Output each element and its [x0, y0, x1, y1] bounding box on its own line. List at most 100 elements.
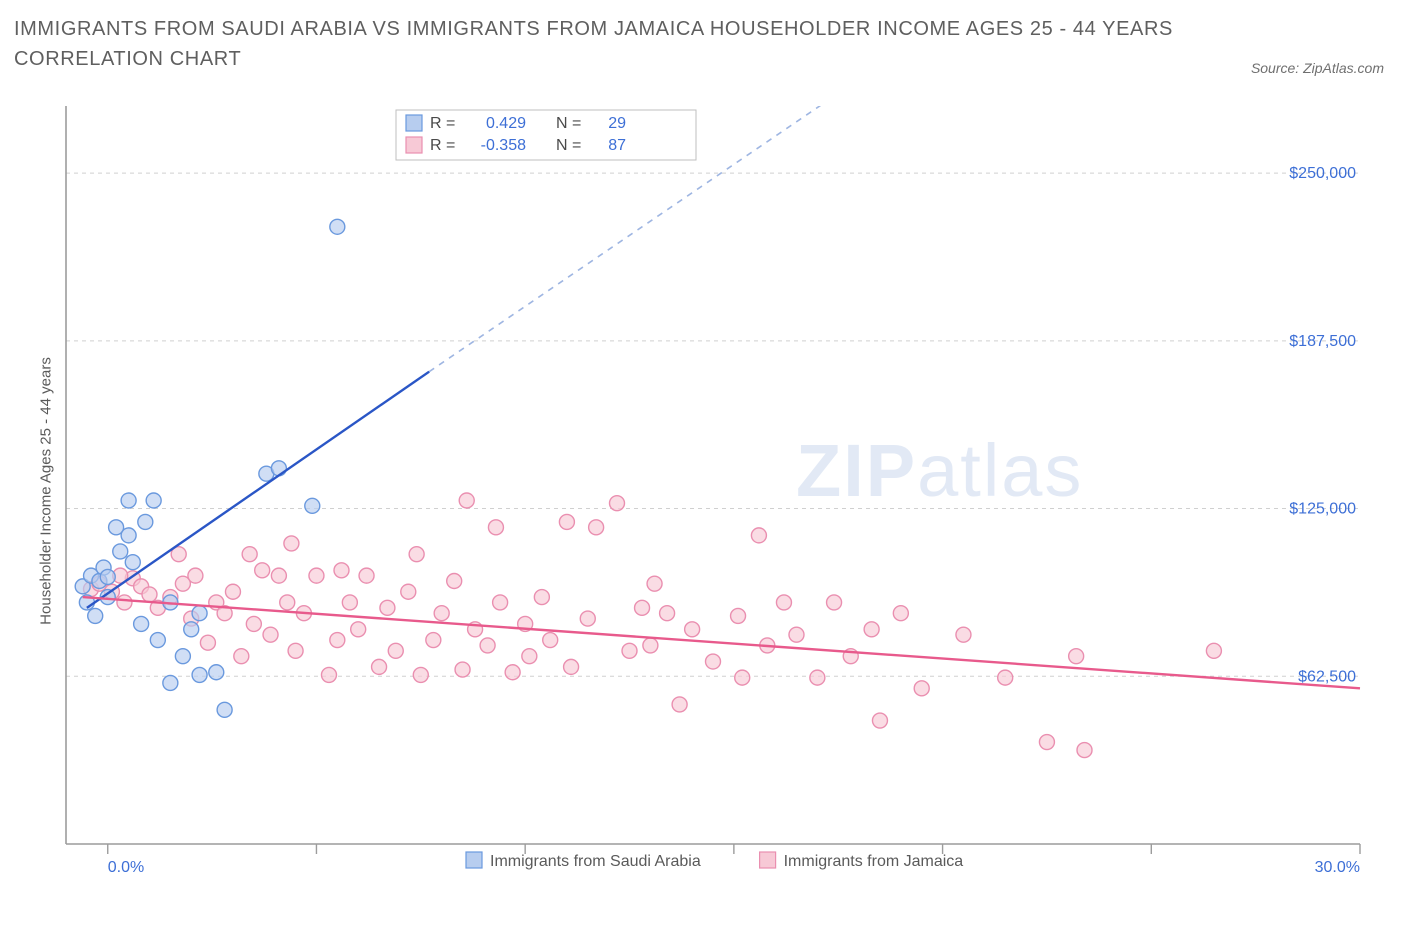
data-point-jamaica: [426, 633, 441, 648]
data-point-jamaica: [455, 662, 470, 677]
data-point-jamaica: [488, 520, 503, 535]
data-point-jamaica: [751, 528, 766, 543]
data-point-jamaica: [321, 667, 336, 682]
legend-swatch-saudi: [466, 852, 482, 868]
data-point-saudi: [192, 667, 207, 682]
data-point-jamaica: [672, 697, 687, 712]
data-point-saudi: [150, 633, 165, 648]
data-point-saudi: [138, 514, 153, 529]
data-point-jamaica: [434, 606, 449, 621]
data-point-jamaica: [685, 622, 700, 637]
data-point-jamaica: [142, 587, 157, 602]
data-point-jamaica: [413, 667, 428, 682]
legend-label-jamaica: Immigrants from Jamaica: [784, 853, 964, 870]
trendline-jamaica: [83, 597, 1360, 688]
data-point-jamaica: [255, 563, 270, 578]
data-point-saudi: [121, 493, 136, 508]
data-point-jamaica: [242, 547, 257, 562]
data-point-saudi: [271, 461, 286, 476]
chart-container: Householder Income Ages 25 - 44 years ZI…: [46, 106, 1380, 876]
data-point-jamaica: [864, 622, 879, 637]
data-point-jamaica: [1077, 743, 1092, 758]
data-point-jamaica: [998, 670, 1013, 685]
data-point-jamaica: [330, 633, 345, 648]
data-point-jamaica: [309, 568, 324, 583]
stats-n-label-jamaica: N =: [556, 137, 581, 154]
data-point-jamaica: [493, 595, 508, 610]
data-point-jamaica: [372, 659, 387, 674]
data-point-jamaica: [288, 643, 303, 658]
x-tick-start: 0.0%: [108, 859, 144, 876]
data-point-jamaica: [609, 496, 624, 511]
y-axis-label: Householder Income Ages 25 - 44 years: [38, 357, 55, 625]
data-point-jamaica: [956, 627, 971, 642]
stats-r-value-saudi: 0.429: [486, 115, 526, 132]
data-point-jamaica: [643, 638, 658, 653]
data-point-saudi: [163, 675, 178, 690]
data-point-jamaica: [660, 606, 675, 621]
data-point-jamaica: [271, 568, 286, 583]
y-tick-label: $125,000: [1289, 501, 1356, 518]
data-point-jamaica: [872, 713, 887, 728]
stats-r-label-jamaica: R =: [430, 137, 455, 154]
data-point-saudi: [192, 606, 207, 621]
data-point-jamaica: [1039, 735, 1054, 750]
data-point-saudi: [125, 555, 140, 570]
data-point-jamaica: [543, 633, 558, 648]
data-point-jamaica: [589, 520, 604, 535]
data-point-jamaica: [225, 584, 240, 599]
x-tick-end: 30.0%: [1315, 859, 1360, 876]
data-point-saudi: [209, 665, 224, 680]
data-point-jamaica: [635, 600, 650, 615]
y-tick-label: $250,000: [1289, 165, 1356, 182]
stats-swatch-jamaica: [406, 137, 422, 153]
data-point-jamaica: [1206, 643, 1221, 658]
data-point-saudi: [100, 569, 115, 584]
data-point-saudi: [217, 702, 232, 717]
data-point-jamaica: [409, 547, 424, 562]
chart-title: IMMIGRANTS FROM SAUDI ARABIA VS IMMIGRAN…: [14, 14, 1226, 74]
data-point-jamaica: [731, 608, 746, 623]
data-point-jamaica: [559, 514, 574, 529]
data-point-jamaica: [647, 576, 662, 591]
data-point-jamaica: [117, 595, 132, 610]
data-point-jamaica: [893, 606, 908, 621]
data-point-jamaica: [564, 659, 579, 674]
data-point-jamaica: [706, 654, 721, 669]
data-point-jamaica: [914, 681, 929, 696]
data-point-jamaica: [388, 643, 403, 658]
data-point-saudi: [184, 622, 199, 637]
data-point-saudi: [305, 498, 320, 513]
data-point-jamaica: [284, 536, 299, 551]
data-point-jamaica: [522, 649, 537, 664]
data-point-jamaica: [334, 563, 349, 578]
data-point-jamaica: [480, 638, 495, 653]
data-point-jamaica: [380, 600, 395, 615]
source-label: Source: ZipAtlas.com: [1251, 60, 1384, 76]
data-point-saudi: [175, 649, 190, 664]
data-point-saudi: [113, 544, 128, 559]
data-point-jamaica: [1069, 649, 1084, 664]
data-point-jamaica: [735, 670, 750, 685]
data-point-jamaica: [401, 584, 416, 599]
stats-n-value-saudi: 29: [608, 115, 626, 132]
data-point-jamaica: [580, 611, 595, 626]
watermark: ZIPatlas: [796, 429, 1083, 512]
y-tick-label: $187,500: [1289, 333, 1356, 350]
data-point-saudi: [88, 608, 103, 623]
stats-n-label-saudi: N =: [556, 115, 581, 132]
data-point-jamaica: [351, 622, 366, 637]
data-point-saudi: [146, 493, 161, 508]
data-point-jamaica: [234, 649, 249, 664]
data-point-jamaica: [200, 635, 215, 650]
data-point-jamaica: [447, 574, 462, 589]
legend-label-saudi: Immigrants from Saudi Arabia: [490, 853, 701, 870]
data-point-saudi: [121, 528, 136, 543]
legend-swatch-jamaica: [760, 852, 776, 868]
data-point-jamaica: [789, 627, 804, 642]
data-point-jamaica: [280, 595, 295, 610]
data-point-jamaica: [359, 568, 374, 583]
data-point-jamaica: [246, 616, 261, 631]
y-tick-label: $62,500: [1298, 668, 1356, 685]
data-point-jamaica: [622, 643, 637, 658]
